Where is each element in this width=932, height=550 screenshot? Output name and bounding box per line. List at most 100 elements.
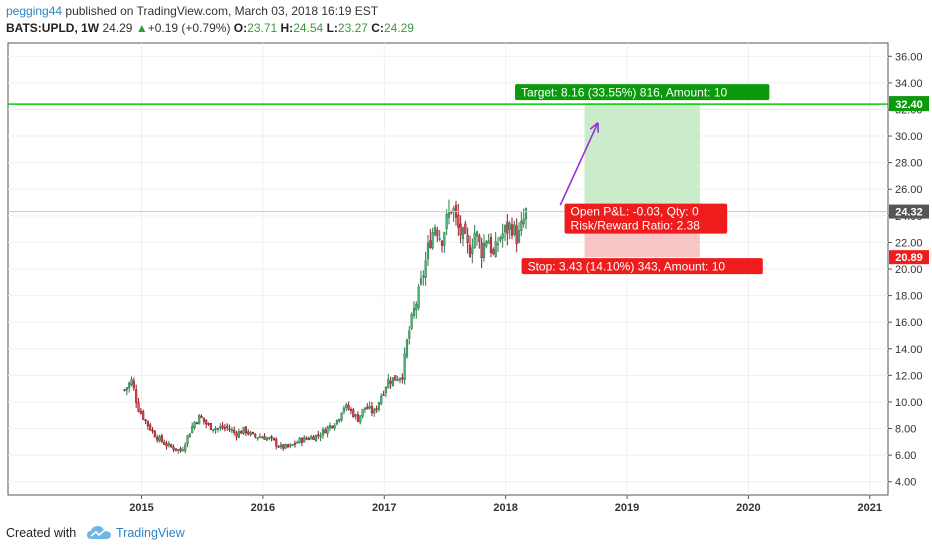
candle[interactable] xyxy=(345,402,348,412)
candle[interactable] xyxy=(515,218,518,253)
candle[interactable] xyxy=(174,448,177,452)
candle[interactable] xyxy=(151,427,154,434)
candle[interactable] xyxy=(198,414,201,425)
candle[interactable] xyxy=(179,446,182,453)
candle[interactable] xyxy=(258,433,262,439)
candle[interactable] xyxy=(475,230,479,246)
candle[interactable] xyxy=(440,239,444,253)
candle[interactable] xyxy=(513,220,516,237)
candle[interactable] xyxy=(214,426,217,434)
candle[interactable] xyxy=(184,442,187,454)
candle[interactable] xyxy=(419,270,423,286)
candle[interactable] xyxy=(501,223,504,248)
candle[interactable] xyxy=(464,220,467,235)
candle[interactable] xyxy=(163,439,166,446)
candle[interactable] xyxy=(375,405,378,413)
candle[interactable] xyxy=(244,425,248,436)
candle[interactable] xyxy=(254,432,257,439)
candle[interactable] xyxy=(433,224,437,237)
candle[interactable] xyxy=(296,440,299,444)
candle[interactable] xyxy=(366,403,369,410)
candle[interactable] xyxy=(354,413,357,420)
candle[interactable] xyxy=(167,440,170,448)
candle[interactable] xyxy=(326,425,329,438)
candle[interactable] xyxy=(223,424,226,432)
candle[interactable] xyxy=(468,235,472,258)
candle[interactable] xyxy=(485,240,488,249)
candle[interactable] xyxy=(524,207,528,229)
candle[interactable] xyxy=(193,421,196,430)
candle[interactable] xyxy=(361,408,364,419)
candle[interactable] xyxy=(457,204,460,237)
candle[interactable] xyxy=(391,377,395,387)
candle[interactable] xyxy=(303,435,306,443)
candle[interactable] xyxy=(156,434,159,443)
price-chart[interactable]: Target: 8.16 (33.55%) 816, Amount: 10 Sto… xyxy=(0,0,932,518)
candle[interactable] xyxy=(517,222,521,244)
candle[interactable] xyxy=(247,429,250,436)
candle[interactable] xyxy=(300,437,304,447)
candle[interactable] xyxy=(487,233,490,244)
candle[interactable] xyxy=(312,434,315,440)
candle[interactable] xyxy=(125,387,128,396)
candle[interactable] xyxy=(394,375,397,381)
candle[interactable] xyxy=(233,426,236,436)
candle[interactable] xyxy=(226,423,229,432)
candle[interactable] xyxy=(289,442,292,449)
candle[interactable] xyxy=(275,437,278,450)
tradingview-cloud-icon[interactable] xyxy=(86,524,112,542)
candle[interactable] xyxy=(228,424,231,433)
candle[interactable] xyxy=(265,436,269,441)
candle[interactable] xyxy=(426,235,430,266)
candle[interactable] xyxy=(422,270,425,286)
candle[interactable] xyxy=(328,422,332,432)
candle[interactable] xyxy=(510,217,514,240)
candle[interactable] xyxy=(482,234,486,262)
candle[interactable] xyxy=(221,421,224,430)
candle[interactable] xyxy=(142,409,145,421)
candle[interactable] xyxy=(412,301,416,319)
candle[interactable] xyxy=(144,418,147,425)
candle[interactable] xyxy=(368,401,371,410)
tradingview-brand-link[interactable]: TradingView xyxy=(116,526,185,540)
candle[interactable] xyxy=(363,407,367,414)
candle[interactable] xyxy=(293,440,297,448)
candle[interactable] xyxy=(347,401,350,411)
candle[interactable] xyxy=(137,397,140,413)
candle[interactable] xyxy=(170,443,173,448)
candle[interactable] xyxy=(403,347,406,385)
candle[interactable] xyxy=(286,443,290,449)
candle[interactable] xyxy=(249,430,252,437)
candle[interactable] xyxy=(256,437,259,441)
candle[interactable] xyxy=(230,426,233,434)
candle[interactable] xyxy=(471,238,474,264)
candle[interactable] xyxy=(242,427,245,436)
candle[interactable] xyxy=(282,444,285,451)
candle[interactable] xyxy=(520,211,523,236)
candle[interactable] xyxy=(335,419,339,426)
candle[interactable] xyxy=(494,231,497,258)
candle[interactable] xyxy=(305,436,308,440)
candle[interactable] xyxy=(191,422,194,434)
candle[interactable] xyxy=(436,226,439,243)
candle[interactable] xyxy=(349,407,353,415)
candle[interactable] xyxy=(158,434,161,443)
candle[interactable] xyxy=(415,301,418,319)
candle[interactable] xyxy=(172,444,175,453)
candle[interactable] xyxy=(130,376,133,387)
candle[interactable] xyxy=(324,427,327,434)
candle[interactable] xyxy=(492,247,495,256)
candle[interactable] xyxy=(128,381,131,393)
arrow-drawing[interactable] xyxy=(559,122,599,206)
candle[interactable] xyxy=(181,446,184,452)
candle[interactable] xyxy=(237,428,241,439)
candle[interactable] xyxy=(270,435,273,442)
candle[interactable] xyxy=(202,417,205,425)
candle[interactable] xyxy=(135,384,138,408)
candle[interactable] xyxy=(429,228,432,249)
candle[interactable] xyxy=(310,434,313,440)
candle[interactable] xyxy=(263,433,266,440)
candle[interactable] xyxy=(333,423,336,431)
candle[interactable] xyxy=(478,233,481,249)
candle[interactable] xyxy=(506,214,509,246)
